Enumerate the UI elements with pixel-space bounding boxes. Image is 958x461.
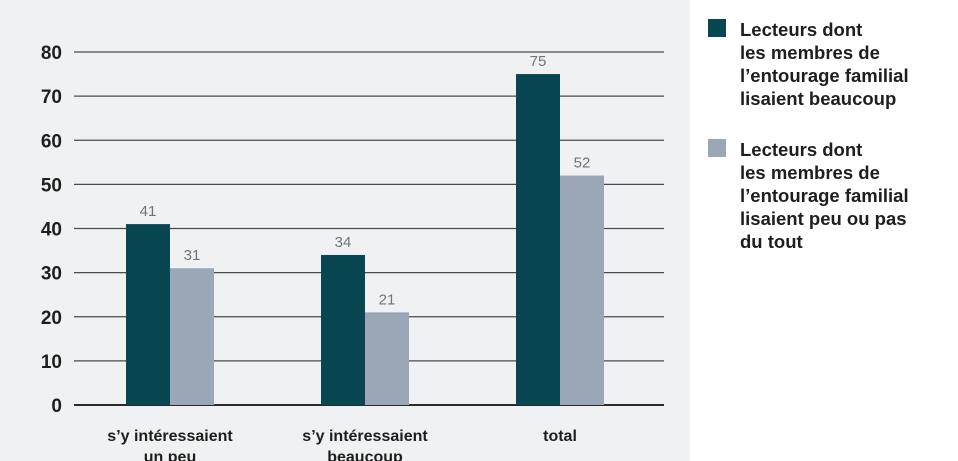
y-tick-label-40: 40 — [41, 220, 62, 241]
y-tick-label-60: 60 — [41, 131, 62, 152]
data-label-series1-cat2: 34 — [335, 234, 352, 251]
bar-series2-cat1 — [170, 268, 214, 405]
legend-item-series-1: Lecteurs dont les membres de l’entourage… — [708, 18, 953, 110]
y-tick-label-0: 0 — [51, 396, 62, 417]
data-label-series2-cat3: 52 — [574, 155, 591, 172]
data-label-series1-cat3: 75 — [530, 53, 547, 70]
data-label-series1-cat1: 41 — [140, 203, 157, 220]
bar-series1-cat1 — [126, 224, 170, 405]
legend: Lecteurs dont les membres de l’entourage… — [708, 18, 953, 281]
bar-chart: 0 10 20 30 40 50 60 70 80 41 31 s’y intéressaient un… — [41, 43, 664, 461]
legend-label-series-1: Lecteurs dont les membres de l’entourage… — [740, 19, 909, 109]
y-tick-label-80: 80 — [41, 43, 62, 64]
y-tick-label-30: 30 — [41, 264, 62, 285]
bar-series2-cat3 — [560, 175, 604, 405]
legend-label-series-2: Lecteurs dont les membres de l’entourage… — [740, 139, 909, 252]
y-tick-label-70: 70 — [41, 87, 62, 108]
y-tick-label-20: 20 — [41, 308, 62, 329]
data-label-series2-cat1: 31 — [184, 247, 201, 264]
legend-item-series-2: Lecteurs dont les membres de l’entourage… — [708, 138, 953, 253]
x-tick-label-cat1: s’y intéressaient un peu — [107, 428, 233, 461]
data-label-series2-cat2: 21 — [379, 291, 396, 308]
x-tick-label-cat3: total — [543, 428, 577, 445]
y-tick-label-10: 10 — [41, 352, 62, 373]
y-tick-label-50: 50 — [41, 175, 62, 196]
bar-series1-cat2 — [321, 254, 365, 405]
legend-swatch-series-1 — [708, 19, 726, 37]
plot-area: 0 10 20 30 40 50 60 70 80 41 31 s’y intéressaient un… — [0, 0, 690, 461]
x-tick-label-cat2: s’y intéressaient beaucoup — [302, 428, 428, 461]
legend-swatch-series-2 — [708, 139, 726, 157]
bar-series1-cat3 — [516, 74, 560, 405]
bar-series2-cat2 — [365, 312, 409, 405]
